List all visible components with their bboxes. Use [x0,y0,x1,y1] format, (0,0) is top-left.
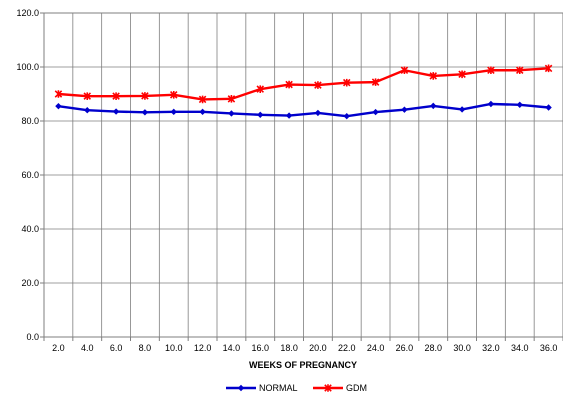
data-point-diamond [372,108,379,116]
grid-lines [44,13,563,337]
y-tick-label: 40.0 [21,224,39,234]
x-tick-label: 4.0 [81,343,94,353]
data-point-diamond [228,110,235,117]
y-tick-label: 100.0 [16,62,39,72]
data-point-diamond [487,100,495,108]
x-tick-label: 8.0 [139,343,152,353]
data-point-diamond [141,109,149,116]
y-tick-label: 60.0 [21,170,39,180]
x-tick-label: 34.0 [511,343,529,353]
x-tick-label: 6.0 [110,343,123,353]
x-tick-label: 28.0 [424,343,442,353]
data-point-star [429,72,438,80]
data-point-star [54,90,63,98]
x-tick-label: 30.0 [453,343,471,353]
legend: NORMAL GDM [226,383,367,393]
data-point-diamond [84,107,91,114]
data-point-diamond [285,112,293,119]
data-point-star [458,70,466,79]
y-tick-label: 120.0 [16,8,39,18]
legend-label-gdm: GDM [346,383,367,393]
x-tick-label: 10.0 [165,343,183,353]
x-tick-label: 2.0 [52,343,65,353]
data-point-star [314,81,322,89]
y-axis-ticks: 0.0 20.0 40.0 60.0 80.0 100.0 120.0 [16,8,44,342]
data-point-star [342,78,351,87]
data-point-diamond [430,102,437,110]
legend-label-normal: NORMAL [259,383,298,393]
y-tick-label: 0.0 [26,332,39,342]
data-point-star [198,95,207,104]
x-tick-label: 18.0 [280,343,298,353]
y-tick-label: 20.0 [21,278,39,288]
x-tick-label: 36.0 [540,343,558,353]
x-tick-label: 16.0 [251,343,269,353]
data-point-diamond [55,102,62,110]
data-point-diamond [516,101,523,108]
x-tick-label: 32.0 [482,343,500,353]
data-point-star [371,78,380,86]
x-tick-label: 22.0 [338,343,356,353]
data-point-star [169,91,178,99]
data-point-diamond [237,384,245,392]
data-point-star [400,66,409,75]
data-point-diamond [257,111,264,118]
data-point-star [285,80,293,89]
x-tick-label: 24.0 [367,343,385,353]
data-point-star [544,64,553,73]
data-point-star [141,92,149,100]
data-point-star [227,95,236,103]
data-point-star [83,92,92,100]
x-tick-label: 20.0 [309,343,327,353]
data-point-diamond [545,104,552,111]
data-point-diamond [112,108,120,115]
x-tick-label: 26.0 [396,343,414,353]
data-point-diamond [314,109,322,117]
data-point-star [515,66,524,75]
y-tick-label: 80.0 [21,116,39,126]
series-line-gdm [58,67,549,101]
data-point-diamond [401,106,408,113]
data-point-star [256,85,265,93]
data-point-star [112,92,120,100]
series-layer [54,64,553,120]
x-axis-ticks: 2.0 4.0 6.0 8.0 10.0 12.0 14.0 16.0 18.0 20.0 22.0… [43,337,563,353]
x-axis-title: WEEKS OF PREGNANCY [249,360,357,370]
x-tick-label: 14.0 [223,343,241,353]
data-point-star [487,66,495,75]
x-tick-label: 12.0 [194,343,212,353]
data-point-star [324,384,332,392]
data-point-diamond [343,112,350,120]
data-point-diamond [199,108,206,116]
data-point-diamond [458,106,466,113]
series-line-normal [58,102,549,118]
data-point-diamond [170,108,177,116]
